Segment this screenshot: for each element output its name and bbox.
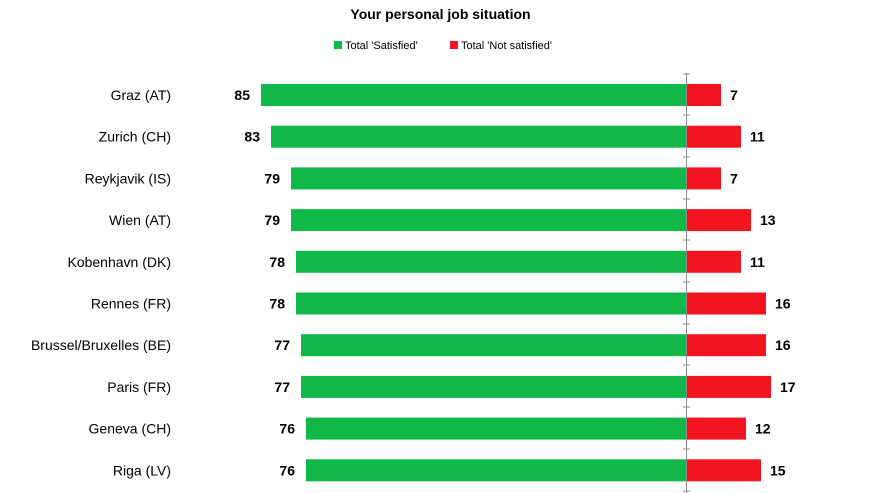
data-label-not-satisfied-reykjavik-is: 7 — [730, 170, 738, 186]
category-label-rennes-fr: Rennes (FR) — [91, 296, 171, 312]
legend-item-not-satisfied: Total 'Not satisfied' — [450, 40, 552, 52]
legend-item-satisfied: Total 'Satisfied' — [334, 40, 418, 52]
bar-not-satisfied-riga-lv — [686, 459, 761, 482]
bar-not-satisfied-zurich-ch — [686, 125, 741, 148]
bar-satisfied-wien-at — [291, 209, 686, 232]
category-label-kobenhavn-dk: Kobenhavn (DK) — [67, 254, 171, 270]
data-label-not-satisfied-paris-fr: 17 — [780, 379, 796, 395]
category-label-graz-at: Graz (AT) — [111, 87, 171, 103]
legend-swatch-satisfied — [334, 41, 342, 49]
data-label-not-satisfied-geneva-ch: 12 — [755, 421, 771, 437]
category-label-riga-lv: Riga (LV) — [113, 462, 171, 478]
bar-satisfied-zurich-ch — [271, 125, 686, 148]
data-label-satisfied-brussel-bruxelles-be: 77 — [274, 337, 290, 353]
bar-not-satisfied-paris-fr — [686, 375, 771, 398]
category-label-brussel-bruxelles-be: Brussel/Bruxelles (BE) — [31, 337, 171, 353]
category-label-geneva-ch: Geneva (CH) — [89, 421, 171, 437]
bar-not-satisfied-geneva-ch — [686, 417, 746, 440]
bar-satisfied-brussel-bruxelles-be — [301, 334, 686, 357]
bar-not-satisfied-brussel-bruxelles-be — [686, 334, 766, 357]
bar-not-satisfied-kobenhavn-dk — [686, 250, 741, 273]
category-label-reykjavik-is: Reykjavik (IS) — [85, 170, 171, 186]
category-label-paris-fr: Paris (FR) — [107, 379, 171, 395]
data-label-not-satisfied-brussel-bruxelles-be: 16 — [775, 337, 791, 353]
data-label-satisfied-geneva-ch: 76 — [279, 421, 295, 437]
data-label-not-satisfied-graz-at: 7 — [730, 87, 738, 103]
data-label-satisfied-riga-lv: 76 — [279, 462, 295, 478]
data-label-not-satisfied-rennes-fr: 16 — [775, 296, 791, 312]
bar-satisfied-geneva-ch — [306, 417, 686, 440]
bar-satisfied-reykjavik-is — [291, 167, 686, 190]
chart-title: Your personal job situation — [350, 6, 531, 22]
data-label-satisfied-kobenhavn-dk: 78 — [269, 254, 285, 270]
legend-label-not-satisfied: Total 'Not satisfied' — [461, 40, 553, 52]
legend-label-satisfied: Total 'Satisfied' — [345, 40, 418, 52]
bar-satisfied-paris-fr — [301, 375, 686, 398]
bar-satisfied-graz-at — [261, 84, 686, 106]
bar-satisfied-riga-lv — [306, 459, 686, 482]
bar-satisfied-rennes-fr — [296, 292, 686, 315]
legend-swatch-not-satisfied — [450, 41, 458, 49]
legend: Total 'Satisfied' Total 'Not satisfied' — [0, 40, 881, 56]
data-label-not-satisfied-kobenhavn-dk: 11 — [750, 254, 765, 270]
bar-not-satisfied-reykjavik-is — [686, 167, 721, 190]
data-label-not-satisfied-zurich-ch: 11 — [750, 129, 765, 145]
data-label-satisfied-reykjavik-is: 79 — [264, 170, 280, 186]
bar-not-satisfied-wien-at — [686, 209, 751, 232]
data-label-not-satisfied-riga-lv: 15 — [770, 462, 786, 478]
data-label-satisfied-rennes-fr: 78 — [269, 296, 285, 312]
data-label-satisfied-graz-at: 85 — [234, 87, 250, 103]
category-label-wien-at: Wien (AT) — [109, 212, 171, 228]
bar-satisfied-kobenhavn-dk — [296, 250, 686, 273]
data-label-not-satisfied-wien-at: 13 — [760, 212, 776, 228]
data-label-satisfied-paris-fr: 77 — [274, 379, 290, 395]
bar-not-satisfied-rennes-fr — [686, 292, 766, 315]
data-label-satisfied-wien-at: 79 — [264, 212, 280, 228]
bar-not-satisfied-graz-at — [686, 84, 721, 106]
category-label-zurich-ch: Zurich (CH) — [99, 129, 171, 145]
data-label-satisfied-zurich-ch: 83 — [244, 129, 260, 145]
